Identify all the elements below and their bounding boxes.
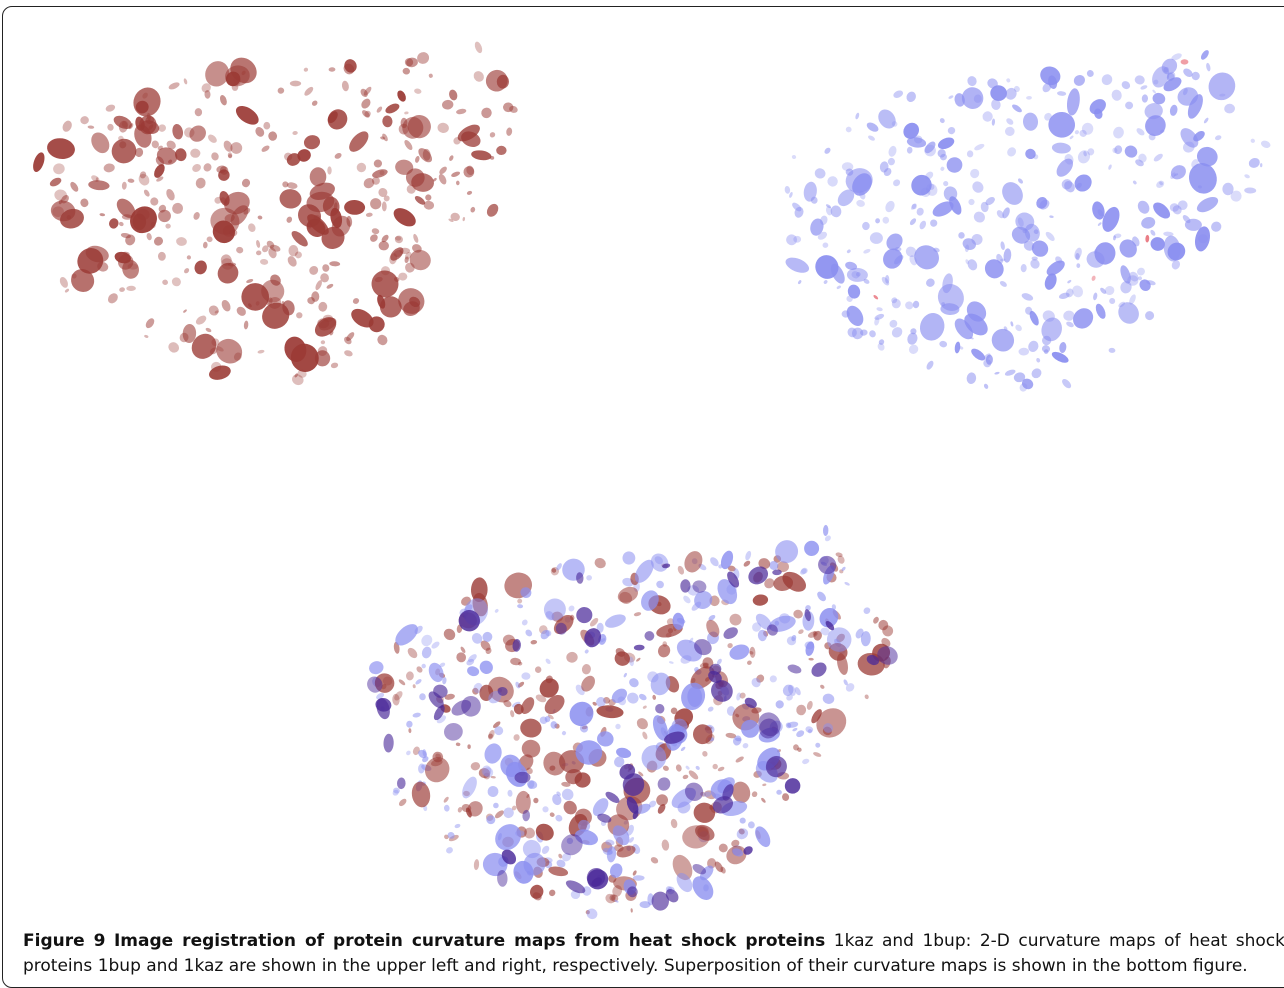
curvature-blobs xyxy=(784,50,1271,392)
curvature-blobs xyxy=(367,524,898,920)
figure-caption: Figure 9 Image registration of protein c… xyxy=(23,929,1284,979)
figure-caption-text: 1kaz and 1bup: 2-D curvature maps of hea… xyxy=(23,931,1284,976)
curvature-map-1bup-image xyxy=(33,41,518,386)
figure-frame: Figure 9 Image registration of protein c… xyxy=(2,6,1284,988)
curvature-blobs xyxy=(33,41,518,386)
curvature-map-superposition-image xyxy=(367,524,898,920)
curvature-map-1kaz-image xyxy=(784,50,1271,392)
figure-label: Figure 9 xyxy=(23,931,106,951)
curvature-map-1kaz xyxy=(759,37,1284,407)
curvature-map-1bup xyxy=(21,25,561,395)
curvature-map-superposition xyxy=(353,517,913,927)
figure-title: Image registration of protein curvature … xyxy=(113,931,826,951)
